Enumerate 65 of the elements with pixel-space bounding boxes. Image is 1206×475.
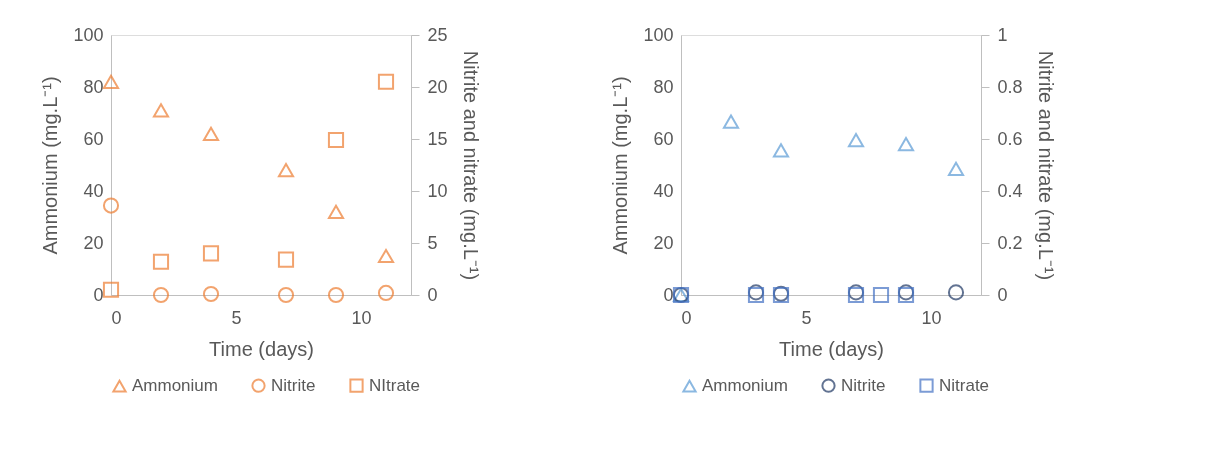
legend-label: Nitrate [939, 375, 990, 395]
point [772, 143, 790, 158]
y-tick-label: 20 [653, 232, 674, 253]
x-tick-label: 10 [351, 307, 372, 328]
point [722, 114, 740, 129]
y2-tick-label: 20 [427, 76, 448, 97]
y-tick-label: 80 [653, 76, 674, 97]
point [202, 245, 220, 262]
x-tick-label: 0 [111, 307, 122, 328]
point [202, 285, 220, 303]
y2-tick-label: 0.8 [997, 76, 1023, 97]
y2-tick-label: 0 [427, 284, 438, 305]
point [277, 251, 295, 268]
y-tick-label: 20 [83, 232, 104, 253]
legend-label: Ammonium [702, 376, 788, 396]
y2-tick-label: 0.6 [997, 128, 1023, 149]
y-tick-label: 80 [83, 76, 104, 97]
point [327, 204, 345, 219]
y-tick-label: 100 [643, 24, 674, 45]
y-tick-label: 60 [653, 128, 674, 149]
y-axis-title: Ammonium (mg.L⁻¹) [609, 76, 632, 255]
y-tick-label: 0 [663, 284, 674, 305]
y2-tick-label: 5 [427, 232, 438, 253]
point [202, 126, 220, 141]
point [102, 74, 120, 89]
point [152, 286, 170, 304]
x-tick-label: 5 [801, 307, 812, 328]
point [897, 137, 915, 152]
y-tick-label: 40 [83, 180, 104, 201]
legend-label: Ammonium [132, 376, 218, 396]
legend-label: NItrate [369, 375, 421, 395]
point [102, 281, 120, 298]
point [377, 73, 395, 90]
legend-label: Nitrite [271, 375, 316, 395]
x-axis-title: Time (days) [209, 337, 314, 360]
y2-axis-title: Nitrite and nitrate (mg.L⁻¹) [459, 50, 482, 281]
y2-tick-label: 0.2 [997, 232, 1023, 253]
point [152, 103, 170, 118]
point [327, 286, 345, 304]
x-axis-title: Time (days) [779, 337, 884, 360]
y-tick-label: 60 [83, 128, 104, 149]
point [947, 161, 965, 177]
point [847, 132, 865, 148]
point [327, 131, 345, 149]
x-tick-label: 5 [231, 307, 242, 328]
y-tick-label: 100 [73, 24, 104, 45]
point [277, 286, 295, 304]
point [377, 284, 395, 301]
x-tick-label: 0 [681, 307, 692, 328]
point [102, 197, 120, 214]
legend-label: Nitrite [841, 375, 886, 395]
y-axis-title: Ammonium (mg.L⁻¹) [39, 76, 62, 255]
point [277, 163, 295, 178]
y2-tick-label: 15 [427, 128, 448, 149]
y2-tick-label: 25 [427, 24, 448, 45]
y2-tick-label: 0 [997, 284, 1008, 305]
point [152, 253, 170, 270]
y2-tick-label: 1 [997, 24, 1008, 45]
y2-tick-label: 10 [427, 180, 448, 201]
point [377, 248, 395, 264]
y2-tick-label: 0.4 [997, 180, 1023, 201]
y2-axis-title: Nitrite and nitrate (mg.L⁻¹) [1034, 50, 1057, 281]
y-tick-label: 0 [93, 284, 104, 305]
x-tick-label: 10 [921, 307, 942, 328]
y-tick-label: 40 [653, 180, 674, 201]
